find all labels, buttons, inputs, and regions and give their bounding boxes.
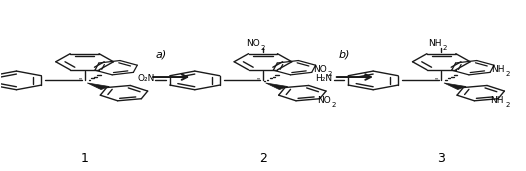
Text: H₂N: H₂N <box>316 74 332 83</box>
Text: 2: 2 <box>259 152 267 165</box>
Text: 3: 3 <box>438 152 446 165</box>
Text: O₂N: O₂N <box>137 74 155 83</box>
Text: NH: NH <box>428 40 442 48</box>
Text: NH: NH <box>490 96 504 105</box>
Text: 2: 2 <box>328 71 332 77</box>
Polygon shape <box>87 83 109 90</box>
Text: ''': ''' <box>78 77 83 82</box>
Text: ''': ''' <box>257 77 261 82</box>
Text: 2: 2 <box>506 71 510 77</box>
Text: ''': ''' <box>435 77 439 82</box>
Text: 2: 2 <box>261 45 265 51</box>
Text: NO: NO <box>246 40 260 48</box>
Text: 2: 2 <box>332 102 336 108</box>
Text: 2: 2 <box>505 102 509 108</box>
Polygon shape <box>444 83 466 90</box>
Text: NO: NO <box>313 65 327 74</box>
Text: b): b) <box>339 50 350 60</box>
Text: 1: 1 <box>80 152 88 165</box>
Text: 2: 2 <box>443 45 447 51</box>
Text: NH: NH <box>491 65 505 74</box>
Polygon shape <box>266 83 288 90</box>
Text: a): a) <box>155 50 166 60</box>
Text: NO: NO <box>317 96 331 105</box>
